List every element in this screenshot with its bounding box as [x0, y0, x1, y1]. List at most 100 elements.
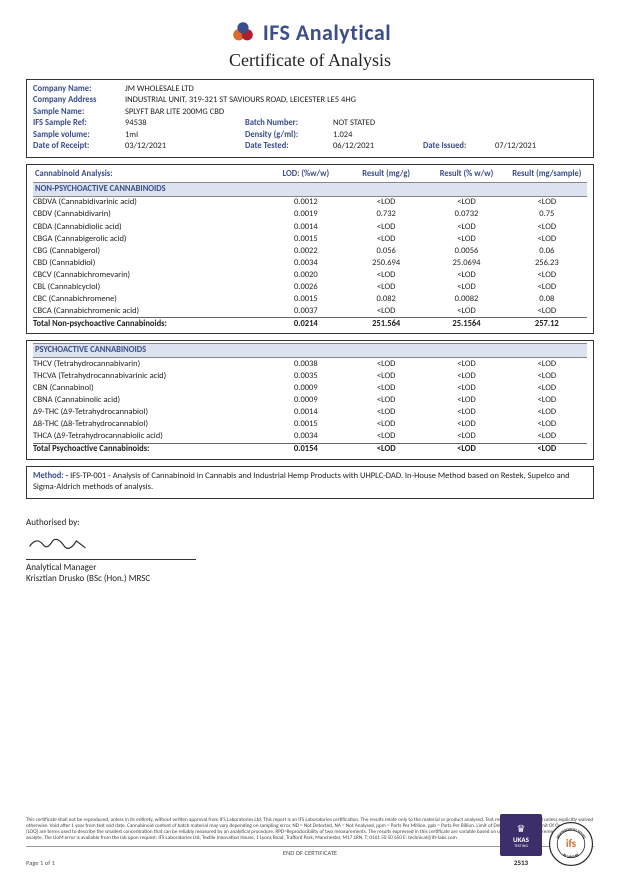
doc-title: Certificate of Analysis	[26, 50, 594, 71]
cell: 250.694	[346, 257, 426, 269]
cell: 0.0009	[266, 383, 346, 395]
table-row: CBDA (Cannabidiolic acid)0.0014<LOD<LOD<…	[33, 221, 587, 233]
table-row: Δ8-THC (Δ8-Tetrahydrocannabiol)0.0015<LO…	[33, 419, 587, 431]
cell: CBDA (Cannabidiolic acid)	[33, 221, 266, 233]
cell: <LOD	[507, 358, 587, 371]
analysis-table-1: Cannabinoid Analysis: LOD: (%w/w) Result…	[33, 167, 587, 331]
np-total-b: 25.1564	[426, 318, 506, 331]
cell: <LOD	[346, 358, 426, 371]
cell: CBC (Cannabichromene)	[33, 293, 266, 305]
cell: <LOD	[507, 431, 587, 444]
seal-badge: INDEPENDENTLY TESTED BE LAB SURE ifs	[548, 821, 594, 867]
col-lod: LOD: (%w/w)	[266, 167, 346, 183]
ps-total-a: <LOD	[346, 443, 426, 456]
cell: THCVA (Tetrahydrocannabivarinic acid)	[33, 371, 266, 383]
info-box: Company Name:JM WHOLESALE LTD Company Ad…	[26, 79, 594, 158]
np-total-c: 257.12	[507, 318, 587, 331]
cell: <LOD	[346, 269, 426, 281]
cell: Δ8-THC (Δ8-Tetrahydrocannabiol)	[33, 419, 266, 431]
page-number: Page 1 of 1	[26, 859, 55, 867]
cell: Δ9-THC (Δ9-Tetrahydrocannabiol)	[33, 407, 266, 419]
cell: <LOD	[507, 371, 587, 383]
ps-total-c: <LOD	[507, 443, 587, 456]
company-name: JM WHOLESALE LTD	[125, 84, 587, 95]
cell: <LOD	[507, 196, 587, 209]
col-pct: Result (% w/w)	[426, 167, 506, 183]
method-box: Method: - IFS-TP-001 - Analysis of Canna…	[26, 466, 594, 499]
table-row: CBDVA (Cannabidivarinic acid)0.0012<LOD<…	[33, 196, 587, 209]
cell: <LOD	[346, 221, 426, 233]
sample-ref: 94538	[125, 118, 245, 129]
ps-total-label: Total Psychoactive Cannabinoids:	[33, 443, 266, 456]
cell: CBDV (Cannabidivarin)	[33, 209, 266, 221]
cell: <LOD	[426, 383, 506, 395]
table-row: THCA (Δ9-Tetrahydrocannabiolic acid)0.00…	[33, 431, 587, 444]
batch: NOT STATED	[333, 118, 375, 129]
tested: 06/12/2021	[333, 141, 423, 152]
cell: <LOD	[426, 233, 506, 245]
cell: <LOD	[346, 407, 426, 419]
seal-center-icon: ifs	[566, 837, 576, 850]
cell: <LOD	[507, 419, 587, 431]
cell: 0.0056	[426, 245, 506, 257]
auth-block: Authorised by: Analytical Manager Kriszt…	[26, 517, 594, 584]
cell: <LOD	[346, 281, 426, 293]
col-analyte: Cannabinoid Analysis:	[33, 167, 266, 183]
cell: 0.0038	[266, 358, 346, 371]
company-addr-label: Company Address	[33, 95, 125, 106]
cell: <LOD	[507, 233, 587, 245]
cell: 0.732	[346, 209, 426, 221]
section-np: NON-PSYCHOACTIVE CANNABINOIDS	[33, 182, 587, 196]
cell: <LOD	[507, 281, 587, 293]
vol-label: Sample volume:	[33, 130, 125, 141]
cell: CBN (Cannabinol)	[33, 383, 266, 395]
cell: CBCV (Cannabichromevarin)	[33, 269, 266, 281]
density-label: Density (g/ml):	[245, 130, 333, 141]
table-row: THCVA (Tetrahydrocannabivarinic acid)0.0…	[33, 371, 587, 383]
auth-label: Authorised by:	[26, 517, 594, 528]
col-mgg: Result (mg/g)	[346, 167, 426, 183]
sample-name: SPLYFT BAR LITE 200MG CBD	[125, 107, 587, 118]
cell: 0.0019	[266, 209, 346, 221]
cell: 0.06	[507, 245, 587, 257]
cell: <LOD	[426, 221, 506, 233]
signature-line	[26, 559, 196, 560]
issued-label: Date Issued:	[423, 141, 495, 152]
cell: <LOD	[426, 269, 506, 281]
cell: <LOD	[507, 395, 587, 407]
table-row: CBG (Cannabigerol)0.00220.0560.00560.06	[33, 245, 587, 257]
density: 1.024	[333, 130, 352, 141]
cell: <LOD	[346, 431, 426, 444]
table-row: Δ9-THC (Δ9-Tetrahydrocannabiol)0.0014<LO…	[33, 407, 587, 419]
col-mgsample: Result (mg/sample)	[507, 167, 587, 183]
cell: <LOD	[426, 431, 506, 444]
cell: 0.0022	[266, 245, 346, 257]
cell: <LOD	[346, 419, 426, 431]
ukas-badge: ♛ UKAS TESTING 2513	[500, 814, 542, 867]
issued: 07/12/2021	[495, 141, 536, 152]
cell: 0.0009	[266, 395, 346, 407]
cell: 0.0082	[426, 293, 506, 305]
table-row: CBN (Cannabinol)0.0009<LOD<LOD<LOD	[33, 383, 587, 395]
cell: 0.0026	[266, 281, 346, 293]
ukas-number: 2513	[514, 858, 528, 867]
cell: CBDVA (Cannabidivarinic acid)	[33, 196, 266, 209]
table-row: CBC (Cannabichromene)0.00150.0820.00820.…	[33, 293, 587, 305]
cell: 0.0014	[266, 221, 346, 233]
cell: <LOD	[426, 407, 506, 419]
receipt: 03/12/2021	[125, 141, 245, 152]
analysis-box-2: PSYCHOACTIVE CANNABINOIDS THCV (Tetrahyd…	[26, 340, 594, 459]
table-row: CBCA (Cannabichromenic acid)0.0037<LOD<L…	[33, 305, 587, 318]
cell: 0.0015	[266, 293, 346, 305]
cell: <LOD	[507, 383, 587, 395]
cell: 0.08	[507, 293, 587, 305]
cell: 0.0014	[266, 407, 346, 419]
cell: 0.75	[507, 209, 587, 221]
ps-total-b: <LOD	[426, 443, 506, 456]
method-text: IFS-TP-001 - Analysis of Cannabinoid in …	[33, 471, 570, 492]
crown-icon: ♛	[517, 822, 526, 835]
np-total-a: 251.564	[346, 318, 426, 331]
cell: <LOD	[426, 305, 506, 318]
cell: CBGA (Cannabigerolic acid)	[33, 233, 266, 245]
vol: 1ml	[125, 130, 245, 141]
